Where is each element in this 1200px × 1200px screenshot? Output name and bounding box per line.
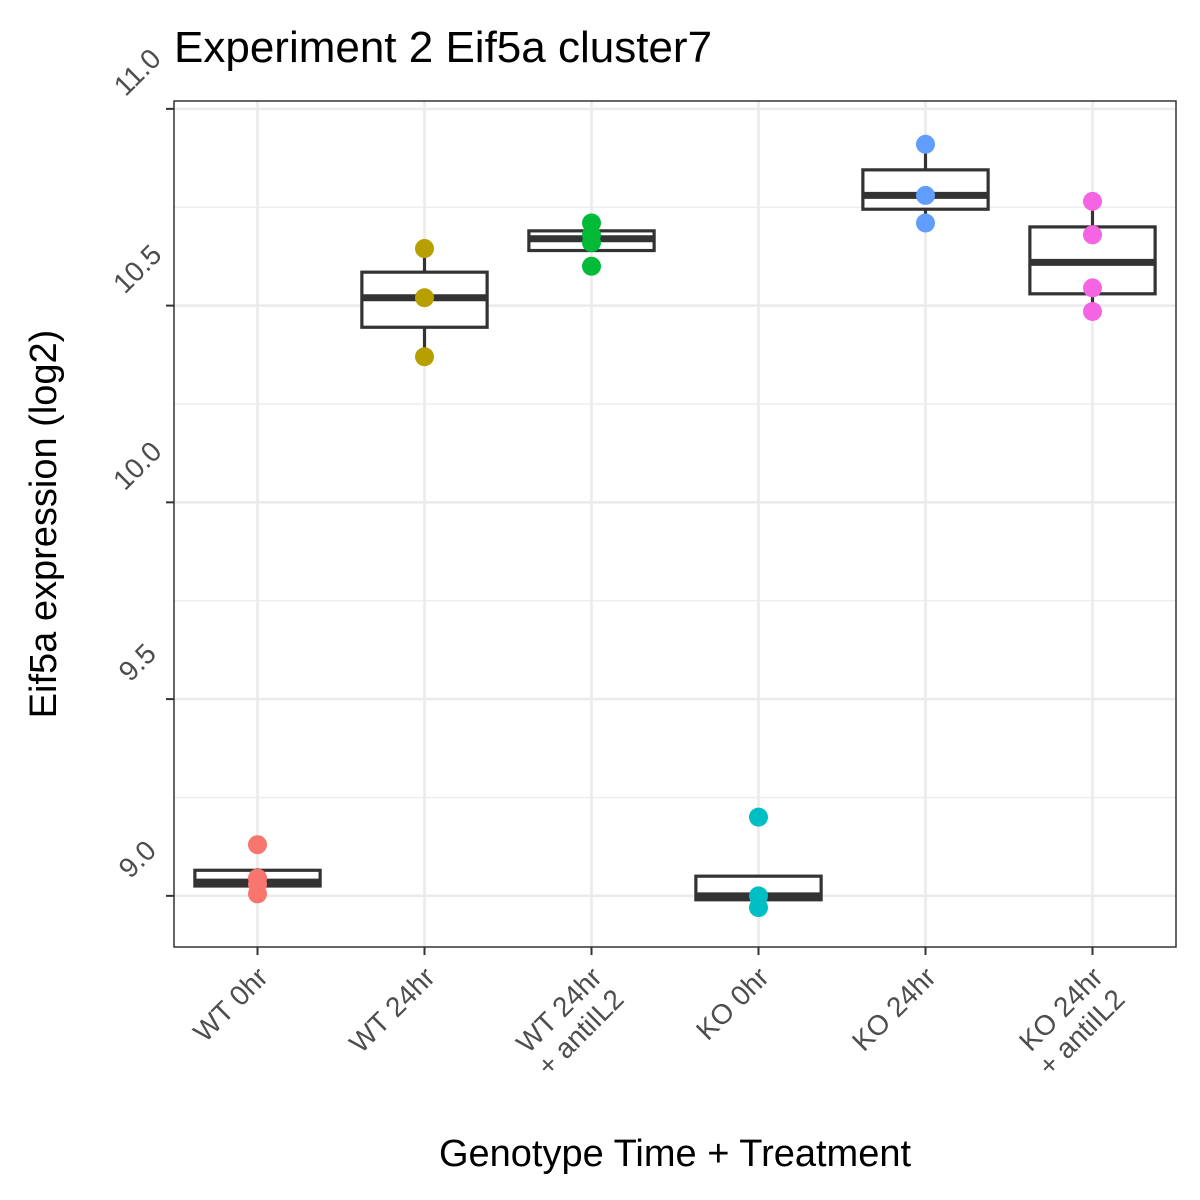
- x-tick-label-line: WT 0hr: [187, 961, 273, 1047]
- x-tick-label: KO 0hr: [690, 961, 775, 1046]
- data-point: [916, 134, 935, 154]
- data-point: [916, 185, 935, 205]
- data-point: [582, 256, 601, 276]
- x-tick-label-line: KO 0hr: [690, 961, 775, 1046]
- data-point: [916, 213, 935, 233]
- data-point: [415, 347, 434, 367]
- plot-panel: [174, 101, 1176, 947]
- data-point: [749, 898, 768, 918]
- x-tick-label-line: KO 24hr: [846, 961, 942, 1057]
- data-point: [415, 288, 434, 308]
- data-point: [1083, 225, 1102, 245]
- x-axis: WT 0hr WT 24hr WT 24hr+ antiIL2 KO 0hr KO 24…: [187, 947, 1131, 1082]
- data-points: [248, 134, 1102, 918]
- y-tick-label: 9.5: [113, 638, 162, 687]
- x-tick-label: KO 24hr: [846, 961, 942, 1057]
- chart-title: Experiment 2 Eif5a cluster7: [174, 23, 712, 72]
- data-point: [248, 835, 267, 855]
- data-point: [248, 884, 267, 904]
- x-axis-title: Genotype Time + Treatment: [439, 1133, 912, 1175]
- data-point: [415, 239, 434, 259]
- panel-border: [173, 100, 1177, 948]
- data-point: [749, 807, 768, 827]
- x-tick-label-line: WT 24hr: [343, 961, 440, 1058]
- y-axis-title: Eif5a expression (log2): [23, 330, 65, 719]
- data-point: [1083, 278, 1102, 298]
- x-tick-label: KO 24hr+ antiIL2: [1010, 961, 1130, 1081]
- data-point: [1083, 302, 1102, 322]
- y-tick-label: 11.0: [108, 43, 167, 102]
- y-tick-label: 9.0: [113, 834, 162, 883]
- y-tick-label: 10.5: [107, 239, 167, 299]
- y-tick-label: 10.0: [107, 435, 167, 495]
- x-tick-label: WT 24hr+ antiIL2: [509, 961, 629, 1081]
- x-tick-label: WT 0hr: [187, 961, 273, 1047]
- x-tick-label: WT 24hr: [343, 961, 440, 1058]
- data-point: [1083, 191, 1102, 211]
- data-point: [582, 233, 601, 253]
- y-axis: 9.0 9.5 10.0 10.5 11.0: [107, 43, 174, 897]
